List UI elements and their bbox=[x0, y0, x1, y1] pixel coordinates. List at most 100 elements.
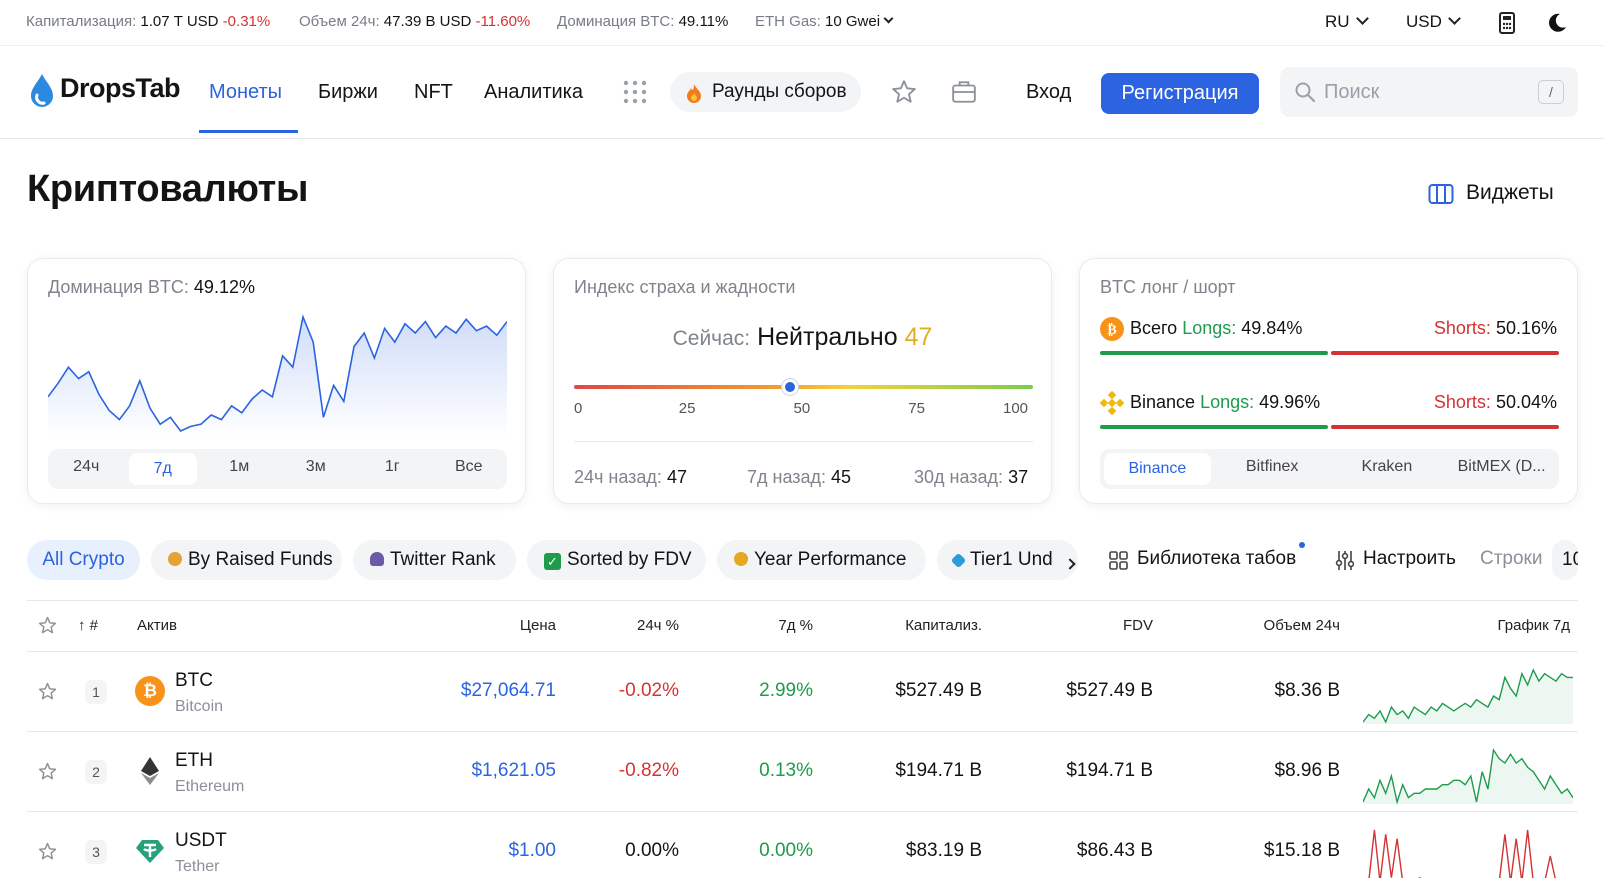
columns-icon bbox=[1428, 184, 1454, 204]
people-icon bbox=[370, 552, 384, 566]
filter-tabs: All Crypto By Raised Funds Twitter Rank … bbox=[0, 540, 1604, 582]
change-24h: -0.82% bbox=[618, 760, 679, 781]
coin-eth-icon bbox=[135, 756, 165, 786]
fear-greed-title: Индекс страха и жадности bbox=[574, 277, 796, 297]
active-nav-indicator bbox=[199, 130, 298, 133]
portfolio-briefcase-icon[interactable] bbox=[951, 79, 977, 105]
header-star-icon[interactable] bbox=[38, 616, 57, 635]
tab-year-performance[interactable]: Year Performance bbox=[717, 540, 926, 580]
widgets-button[interactable]: Виджеты bbox=[1428, 181, 1554, 205]
search-box[interactable]: Поиск / bbox=[1280, 67, 1578, 117]
library-grid-icon bbox=[1109, 551, 1128, 570]
language-select[interactable]: RU bbox=[1325, 12, 1369, 32]
search-input[interactable]: Поиск bbox=[1324, 81, 1380, 103]
currency-select[interactable]: USD bbox=[1406, 12, 1461, 32]
range-2[interactable]: 1м bbox=[229, 458, 250, 475]
price: $1.00 bbox=[508, 840, 556, 861]
bitcoin-icon: ₿ bbox=[1100, 317, 1124, 341]
exchange-selector[interactable]: Binance Bitfinex Kraken BitMEX (D... bbox=[1100, 449, 1559, 489]
tab-twitter-rank[interactable]: Twitter Rank bbox=[353, 540, 516, 580]
favorite-star-icon[interactable] bbox=[38, 842, 57, 861]
drop-logo-icon[interactable] bbox=[30, 73, 54, 109]
col-price[interactable]: Цена bbox=[519, 617, 556, 634]
coin-symbol[interactable]: BTC bbox=[175, 670, 213, 691]
sparkline-7d bbox=[1363, 668, 1573, 724]
rows-select[interactable]: 10 bbox=[1552, 540, 1578, 580]
funding-rounds-label: Раунды сборов bbox=[712, 81, 847, 102]
dominance-chart[interactable] bbox=[48, 309, 507, 439]
table-row[interactable]: 2 ETH Ethereum $1,621.05 -0.82% 0.13% $1… bbox=[27, 732, 1578, 812]
sparkline-area bbox=[1363, 750, 1573, 804]
exchange-0[interactable]: Binance bbox=[1104, 453, 1211, 485]
watchlist-star-icon[interactable] bbox=[891, 79, 917, 105]
sparkline-line bbox=[1363, 748, 1573, 804]
tab-library-button[interactable]: Библиотека табов bbox=[1109, 542, 1305, 570]
change-24h: 0.00% bbox=[625, 840, 679, 861]
eth-gas-stat[interactable]: ETH Gas: 10 Gwei bbox=[755, 13, 894, 30]
table-row[interactable]: 3 USDT Tether $1.00 0.00% 0.00% $83.19 B… bbox=[27, 812, 1578, 878]
divider bbox=[574, 441, 1033, 442]
coin-symbol[interactable]: USDT bbox=[175, 830, 227, 851]
exchange-1[interactable]: Bitfinex bbox=[1245, 458, 1299, 475]
fire-icon bbox=[687, 84, 701, 103]
col-7d[interactable]: 7д % bbox=[778, 617, 813, 634]
col-volume[interactable]: Объем 24ч bbox=[1263, 617, 1340, 634]
apps-grid-icon[interactable] bbox=[623, 80, 647, 104]
nav-exchanges[interactable]: Биржи bbox=[318, 81, 378, 103]
coin-symbol[interactable]: ETH bbox=[175, 750, 213, 771]
col-market-cap[interactable]: Капитализ. bbox=[905, 617, 982, 634]
favorite-star-icon[interactable] bbox=[38, 682, 57, 701]
volume-24h: $15.18 B bbox=[1263, 840, 1340, 861]
nav-nft[interactable]: NFT bbox=[414, 81, 453, 103]
brand-logo[interactable]: DropsTab bbox=[60, 73, 181, 103]
dominance-line bbox=[48, 314, 507, 432]
nav-coins[interactable]: Монеты bbox=[209, 81, 283, 103]
favorite-star-icon[interactable] bbox=[38, 762, 57, 781]
notification-dot bbox=[1299, 542, 1305, 548]
tab-by-raised-funds[interactable]: By Raised Funds bbox=[151, 540, 342, 580]
change-7d: 2.99% bbox=[759, 680, 813, 701]
svg-text:₿: ₿ bbox=[1107, 322, 1116, 338]
tab-tier1[interactable]: Tier1 Und bbox=[937, 540, 1078, 580]
login-button[interactable]: Вход bbox=[1026, 81, 1072, 103]
coin-btc-icon: ₿ bbox=[135, 676, 165, 706]
chevron-down-icon bbox=[883, 13, 894, 24]
col-fdv[interactable]: FDV bbox=[1123, 617, 1153, 634]
range-0[interactable]: 24ч bbox=[73, 458, 100, 475]
tab-sorted-by-fdv[interactable]: ✓ Sorted by FDV bbox=[527, 540, 706, 580]
sparkline-line bbox=[1363, 668, 1573, 724]
range-4[interactable]: 1г bbox=[384, 458, 400, 475]
tick-label: 75 bbox=[908, 400, 925, 417]
fdv: $194.71 B bbox=[1066, 760, 1153, 781]
dominance-title: Доминация BTC: 49.12% bbox=[48, 277, 255, 297]
table-row[interactable]: 1 ₿ BTC Bitcoin $27,064.71 -0.02% 2.99% … bbox=[27, 652, 1578, 732]
divider bbox=[27, 651, 1578, 652]
sparkline-7d bbox=[1368, 829, 1556, 878]
tick-label: 50 bbox=[793, 400, 811, 417]
search-shortcut-key: / bbox=[1538, 80, 1564, 104]
customize-button[interactable]: Настроить bbox=[1335, 548, 1456, 570]
range-5[interactable]: Все bbox=[454, 458, 483, 475]
price: $1,621.05 bbox=[471, 760, 556, 781]
tab-all-crypto[interactable]: All Crypto bbox=[27, 540, 140, 580]
range-3[interactable]: 3м bbox=[305, 458, 326, 475]
tick-label: 100 bbox=[1003, 400, 1029, 417]
calculator-icon[interactable] bbox=[1498, 12, 1516, 34]
exchange-3[interactable]: BitMEX (D... bbox=[1457, 458, 1546, 475]
check-icon: ✓ bbox=[544, 553, 561, 570]
col-asset[interactable]: Актив bbox=[137, 617, 177, 634]
fear-greed-current: Сейчас: Нейтрально 47 bbox=[672, 323, 933, 351]
exchange-2[interactable]: Kraken bbox=[1361, 458, 1413, 475]
market-stats-bar: Капитализация: 1.07 T USD -0.31% Объем 2… bbox=[0, 0, 1604, 46]
funding-rounds-button[interactable]: Раунды сборов bbox=[670, 72, 861, 112]
col-rank[interactable]: ↑ # bbox=[78, 617, 99, 634]
chevron-down-icon bbox=[1355, 12, 1369, 25]
long-short-title: BTC лонг / шорт bbox=[1100, 277, 1236, 297]
col-24h[interactable]: 24ч % bbox=[636, 617, 679, 634]
dominance-range-selector[interactable]: 24ч 7д 1м 3м 1г Все bbox=[48, 449, 507, 489]
range-1[interactable]: 7д bbox=[128, 453, 197, 485]
dark-mode-icon[interactable] bbox=[1546, 12, 1568, 34]
nav-analytics[interactable]: Аналитика bbox=[484, 81, 583, 103]
register-button[interactable]: Регистрация bbox=[1101, 73, 1259, 114]
fear-greed-card: Индекс страха и жадности Сейчас: Нейтрал… bbox=[553, 258, 1052, 504]
